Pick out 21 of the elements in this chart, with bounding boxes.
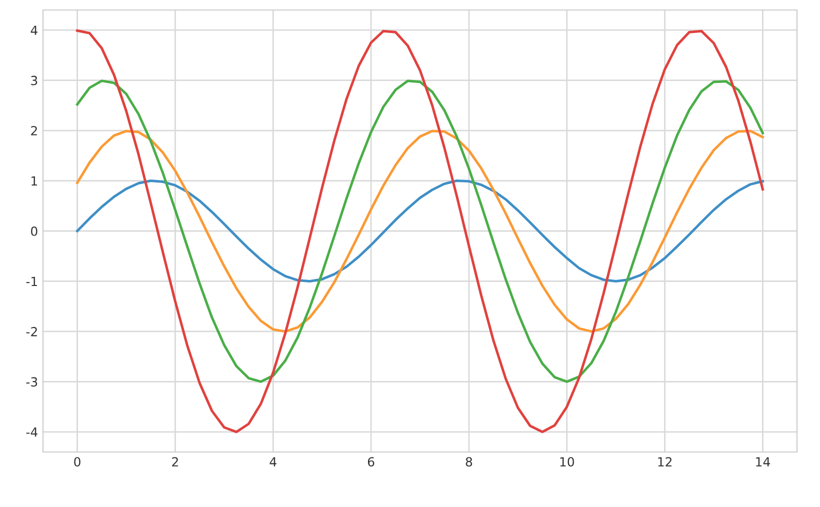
line-series [76,80,764,383]
x-tick-label: 6 [368,457,374,467]
y-tick-label: 0 [31,226,38,236]
x-tick-label: 12 [658,457,672,466]
y-tick-label: 2 [31,126,37,136]
y-tick-label: -2 [26,326,37,336]
x-tick-label: 8 [466,457,472,467]
x-tick-label: 14 [756,457,770,466]
line-series [76,130,764,333]
x-tick-label: 10 [560,457,574,467]
y-tick-label: 1 [32,176,37,186]
x-tick-label: 0 [74,457,80,467]
line-series [76,29,764,434]
y-tick-label: -3 [26,377,38,387]
x-tick-label: 4 [270,457,276,466]
y-tick-label: -1 [26,276,37,286]
x-tick-label: 2 [172,457,178,466]
y-tick-label: 3 [31,76,38,86]
y-tick-label: -4 [26,428,38,437]
y-tick-label: 4 [30,26,38,35]
line-series [76,180,764,282]
